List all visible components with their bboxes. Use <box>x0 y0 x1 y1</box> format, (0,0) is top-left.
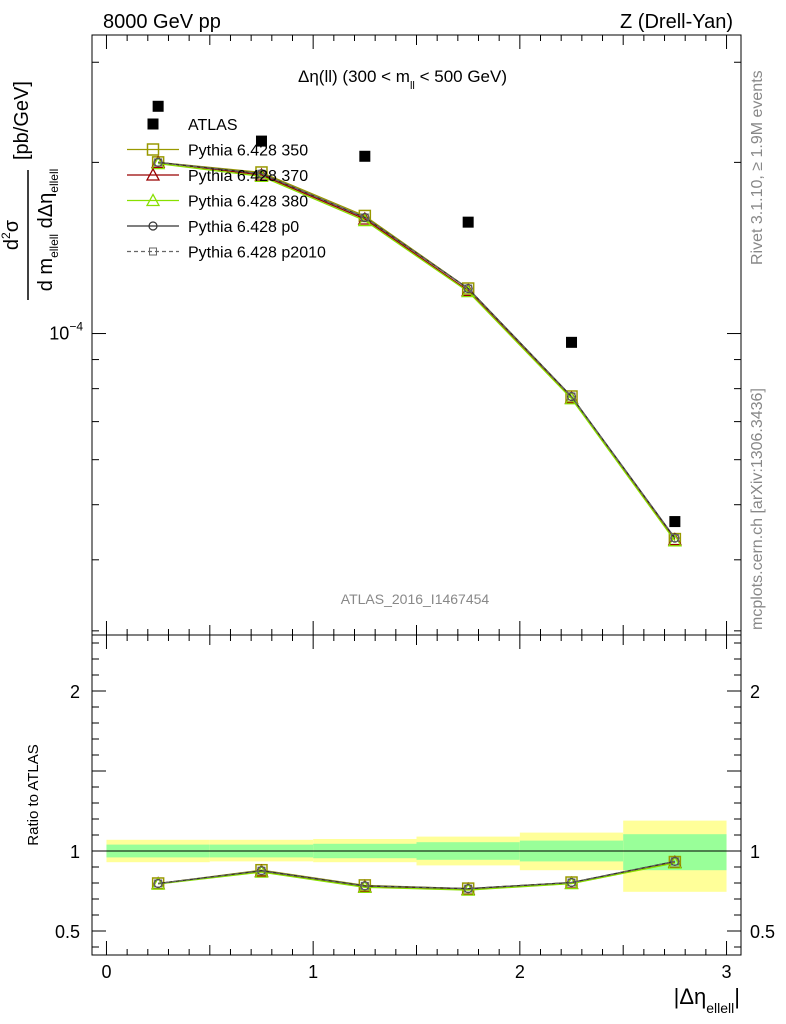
header-left: 8000 GeV pp <box>103 11 221 33</box>
legend-marker <box>145 167 161 181</box>
header-right: Z (Drell-Yan) <box>620 11 733 33</box>
legend-label: Pythia 6.428 380 <box>188 194 308 211</box>
main-chart-title: Δη(ll) (300 < mll < 500 GeV) <box>298 67 507 92</box>
legend-entry: Pythia 6.428 380 <box>127 193 308 211</box>
main-data-point <box>257 169 266 178</box>
ratio-y-tick-label-right: 2 <box>750 682 760 702</box>
ratio-y-axis-label: Ratio to ATLAS <box>25 744 42 845</box>
main-data-point <box>464 284 473 293</box>
main-data-point <box>669 516 681 528</box>
main-y-axis-label: [pb/GeV] <box>11 81 33 160</box>
legend-marker <box>149 247 157 256</box>
svg-text:d mellell dΔηellell: d mellell dΔηellell <box>35 169 61 292</box>
ratio-data-point <box>154 879 163 888</box>
legend-label: Pythia 6.428 370 <box>188 168 308 185</box>
legend-entry: Pythia 6.428 350 <box>127 143 308 160</box>
ratio-data-point <box>670 857 679 866</box>
main-data-point <box>566 336 578 348</box>
legend-entry: Pythia 6.428 p2010 <box>127 245 326 262</box>
main-data-point <box>670 533 679 542</box>
ratio-data-point <box>257 866 266 875</box>
legend-marker <box>146 143 160 156</box>
ratio-band-inner <box>623 834 727 871</box>
svg-text:d2σ: d2σ <box>0 219 23 250</box>
main-data-point <box>567 392 576 401</box>
main-data-point <box>154 158 163 167</box>
legend-marker <box>148 221 158 231</box>
analysis-watermark: ATLAS_2016_I1467454 <box>341 591 490 607</box>
legend-label: ATLAS <box>188 117 238 134</box>
ratio-y-tick-label-left: 1 <box>70 842 80 862</box>
mcplots-text: mcplots.cern.ch [arXiv:1306.3436] <box>749 388 766 630</box>
main-y-axis-fraction: d2σ d mellell dΔηellell <box>0 169 61 300</box>
main-y-tick-label: 10−4 <box>49 320 83 344</box>
svg-text:[pb/GeV]: [pb/GeV] <box>11 81 33 160</box>
x-tick-label: 1 <box>308 962 318 982</box>
ratio-data-point <box>360 881 369 890</box>
legend-marker <box>147 118 159 130</box>
main-plot-area: 10−410−3 <box>49 35 741 635</box>
ratio-data-point <box>567 878 576 887</box>
legend-entry: ATLAS <box>147 117 238 134</box>
legend-marker <box>145 193 161 207</box>
legend-label: Pythia 6.428 p2010 <box>188 245 326 262</box>
ratio-series-line <box>158 862 675 891</box>
ratio-plot-area: 0 1 2 3 0.5 0.5 1 1 2 2 <box>55 635 775 982</box>
ratio-y-tick-label-right: 0.5 <box>750 922 775 942</box>
x-axis-label: |Δηellell| <box>674 984 740 1016</box>
x-tick-label: 2 <box>515 962 525 982</box>
ratio-y-tick-label-left: 2 <box>70 682 80 702</box>
ratio-y-tick-label-left: 0.5 <box>55 922 80 942</box>
main-data-point <box>462 216 474 228</box>
main-data-point <box>359 150 371 162</box>
main-data-point <box>360 213 369 222</box>
legend-entry: Pythia 6.428 370 <box>127 167 308 185</box>
x-tick-label: 0 <box>101 962 111 982</box>
main-data-point <box>255 135 267 147</box>
legend-entry: Pythia 6.428 p0 <box>127 219 299 236</box>
x-tick-label: 3 <box>722 962 732 982</box>
rivet-version-text: Rivet 3.1.10, ≥ 1.9M events <box>749 70 766 265</box>
ratio-y-tick-label-right: 1 <box>750 842 760 862</box>
main-data-point <box>152 100 164 112</box>
legend-label: Pythia 6.428 350 <box>188 143 308 160</box>
legend-label: Pythia 6.428 p0 <box>188 219 299 236</box>
legend: ATLAS Pythia 6.428 350 Pythia 6.428 370 Pyt… <box>127 117 326 262</box>
main-series-line <box>158 161 676 539</box>
main-series-line <box>158 162 676 542</box>
ratio-data-point <box>464 884 473 893</box>
ratio-panel-frame <box>91 634 742 956</box>
ratio-series-line <box>158 860 675 890</box>
